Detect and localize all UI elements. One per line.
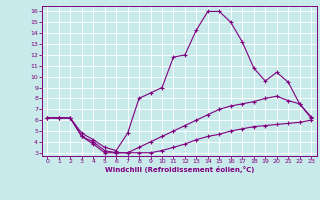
X-axis label: Windchill (Refroidissement éolien,°C): Windchill (Refroidissement éolien,°C) bbox=[105, 166, 254, 173]
